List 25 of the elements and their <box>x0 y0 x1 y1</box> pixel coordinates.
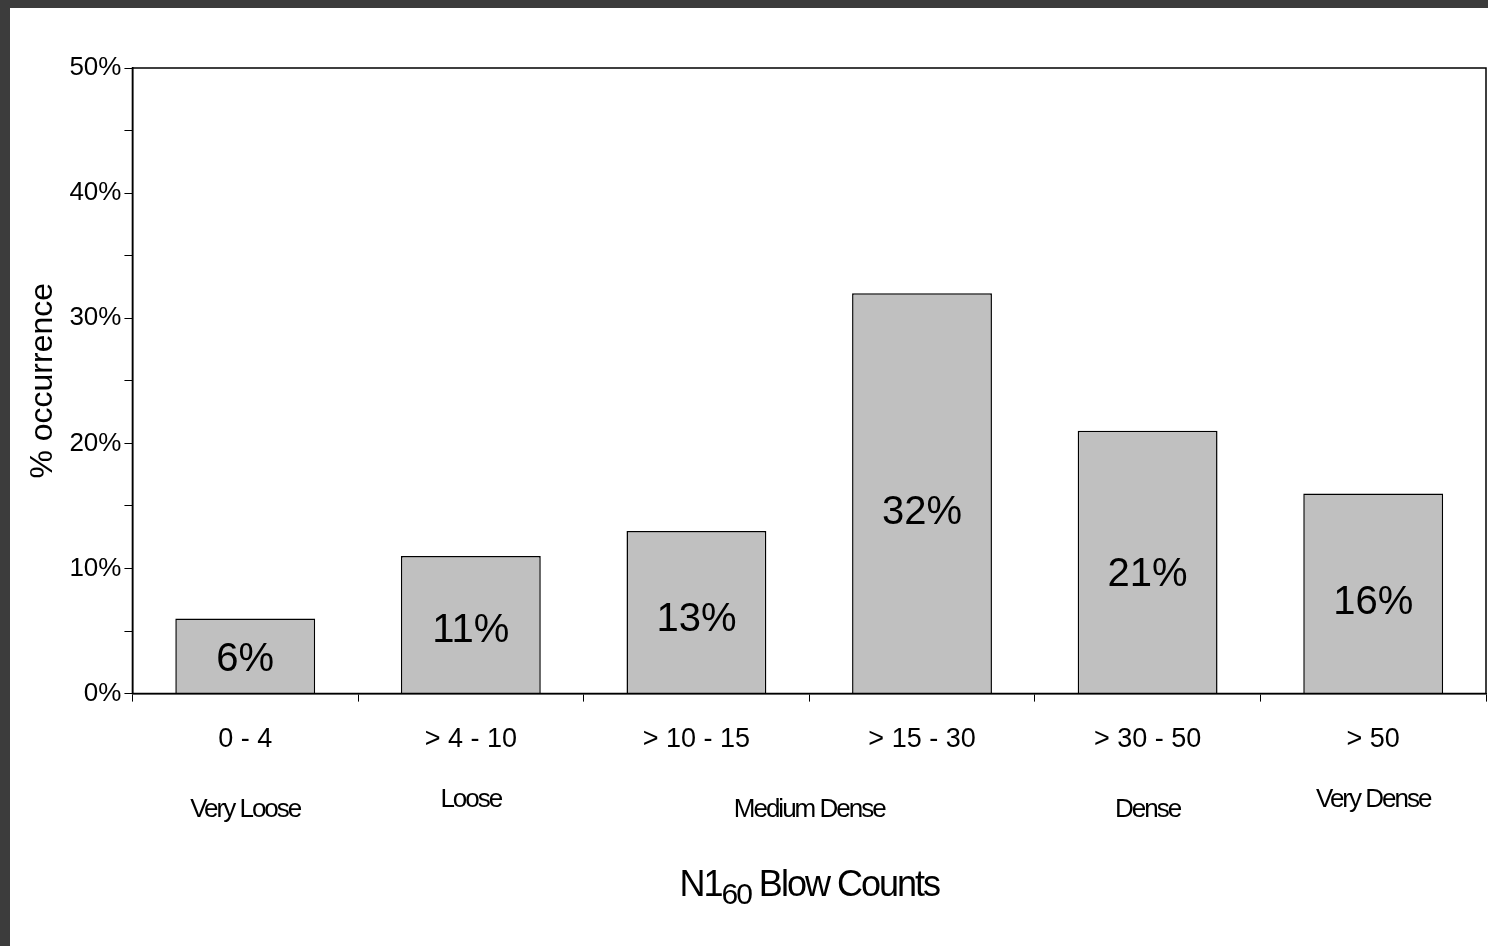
y-tick-label: 10% <box>69 551 122 582</box>
y-tick-label: 40% <box>69 176 122 207</box>
data-label: 32% <box>881 488 963 533</box>
text: Dense <box>1115 793 1181 824</box>
x-tick-label: > 4 - 10 <box>424 723 517 754</box>
x-tick-label: 0 - 4 <box>218 723 273 754</box>
x-tick-label: > 10 - 15 <box>642 723 751 754</box>
y-tick-label: 30% <box>69 301 122 332</box>
y-tick-label: 50% <box>69 51 122 82</box>
data-label: 13% <box>656 595 737 640</box>
y-tick-label: 20% <box>69 426 122 457</box>
text: Very Loose <box>190 793 301 824</box>
data-label: 21% <box>1107 550 1188 595</box>
text: Loose <box>440 783 502 814</box>
x-axis-title: N1$_{60}$ Blow Counts <box>679 863 939 912</box>
data-label: 16% <box>1333 578 1414 623</box>
x-tick-label: > 50 <box>1346 723 1400 754</box>
y-axis-title: % occurrence <box>23 282 60 479</box>
text: Very Dense <box>1316 783 1431 814</box>
text: Medium Dense <box>733 793 885 824</box>
y-tick-label: 0% <box>83 676 122 707</box>
x-tick-label: > 30 - 50 <box>1093 723 1202 754</box>
data-label: 6% <box>216 634 275 679</box>
data-label: 11% <box>432 606 510 651</box>
x-tick-label: > 15 - 30 <box>868 723 976 754</box>
